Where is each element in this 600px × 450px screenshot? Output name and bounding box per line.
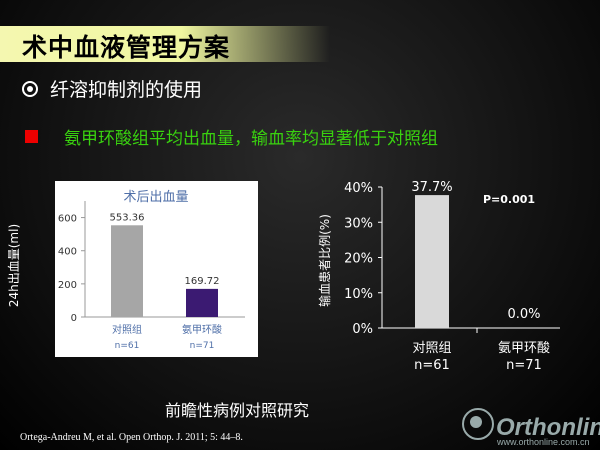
left-y-tick-label: 600 <box>58 214 77 225</box>
right-x-tick-sublabel: n=61 <box>414 358 450 373</box>
right-y-tick-label: 40% <box>344 181 373 196</box>
right-chart-ylabel-wrap: 输血患者比例(%) <box>312 190 336 330</box>
right-x-tick-label: 氨甲环酸 <box>498 341 550 356</box>
left-y-tick-label: 200 <box>58 280 77 291</box>
right-bar-chart: 0% 10% 20% 30% 40% 37.7% 对照组 n=61 0.0% 氨甲环酸 n=71 P=… <box>344 180 560 373</box>
p-value-annotation: P=0.001 <box>483 193 535 206</box>
logo-text: Orthonline <box>496 414 600 441</box>
right-x-tick-sublabel: n=71 <box>506 358 542 373</box>
left-bar-value-label: 169.72 <box>185 276 220 287</box>
slide-title: 术中血液管理方案 <box>22 33 231 62</box>
left-chart-panel: 术后出血量 0 200 400 600 553.36 对照组 n=61 169.72 氨甲环酸 n=… <box>55 181 258 357</box>
right-y-tick-label: 10% <box>344 287 373 302</box>
left-bar-chart: 术后出血量 0 200 400 600 553.36 对照组 n=61 169.72 氨甲环酸 n=… <box>58 190 245 351</box>
left-x-tick-label: 对照组 <box>112 323 142 336</box>
bullet-text: 纤溶抑制剂的使用 <box>50 79 203 101</box>
left-x-tick-sublabel: n=61 <box>115 341 140 351</box>
title-highlight-bar <box>0 26 330 62</box>
right-chart-ylabel: 输血患者比例(%) <box>317 213 332 307</box>
bullet-ring-icon <box>22 80 38 97</box>
right-y-tick-label: 30% <box>344 216 373 231</box>
left-chart-ylabel-wrap: 24h出血量(ml) <box>2 210 26 320</box>
highlight-item: 氨甲环酸组平均出血量，输血率均显著低于对照组 <box>25 124 438 149</box>
logo-url: www.orthonline.com.cn <box>497 437 590 447</box>
left-y-tick-label: 400 <box>58 247 77 258</box>
orthonline-logo: Orthonline <box>462 408 600 440</box>
right-y-tick-label: 0% <box>352 322 373 337</box>
right-y-tick-label: 20% <box>344 252 373 267</box>
right-bar-control <box>415 195 449 328</box>
left-y-tick-label: 0 <box>71 313 77 324</box>
left-chart-ylabel: 24h出血量(ml) <box>7 223 22 307</box>
right-x-tick-label: 对照组 <box>412 341 451 356</box>
left-bar-control <box>111 225 143 317</box>
left-x-tick-label: 氨甲环酸 <box>182 323 222 336</box>
bullet-item: 纤溶抑制剂的使用 <box>22 75 202 102</box>
left-x-tick-sublabel: n=71 <box>190 341 215 351</box>
citation: Ortega-Andreu M, et al. Open Orthop. J. … <box>20 432 243 443</box>
red-square-icon <box>25 130 38 143</box>
right-bar-value-label: 0.0% <box>507 307 540 322</box>
highlight-text: 氨甲环酸组平均出血量，输血率均显著低于对照组 <box>64 129 438 149</box>
right-bar-value-label: 37.7% <box>411 180 452 195</box>
left-bar-value-label: 553.36 <box>110 212 145 223</box>
study-type-caption: 前瞻性病例对照研究 <box>165 401 310 420</box>
left-bar-txa <box>186 288 218 317</box>
left-chart-title: 术后出血量 <box>123 190 188 205</box>
orthonline-logo-icon <box>462 408 494 440</box>
